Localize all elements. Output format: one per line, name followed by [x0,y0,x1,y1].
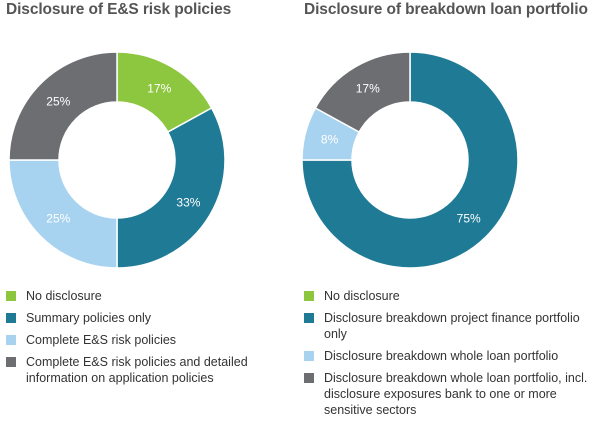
legend-swatch [304,291,314,301]
legend-label: Complete E&S risk policies and detailed … [26,355,248,385]
legend-item: Disclosure breakdown project finance por… [304,310,596,342]
data-label: 25% [46,94,70,108]
legend-swatch [6,357,16,367]
legend-item: Disclosure breakdown whole loan portfoli… [304,348,596,364]
legend-label: Disclosure breakdown whole loan portfoli… [324,371,588,417]
legend-swatch [304,313,314,323]
slice-disclosure-breakdown-whole-loan-portfolio-incl-disclosure-exposures-bank-to-one-or-more-sensitive-sectors [314,51,411,134]
data-label: 33% [176,195,200,209]
legend-item: Disclosure breakdown whole loan portfoli… [304,370,596,418]
donut-chart: 17% 33% 25% 25% [8,51,226,269]
legend-label: Summary policies only [26,311,152,325]
data-label: 25% [46,212,70,226]
chart-legend: No disclosure Disclosure breakdown projec… [304,288,596,424]
legend-item: No disclosure [6,288,294,304]
slice-disclosure-breakdown-project-finance-portfolio-only [301,51,519,269]
legend-swatch [6,313,16,323]
legend-label: No disclosure [26,289,102,303]
data-label: 17% [147,82,171,96]
chart-panel-es-risk-policies: Disclosure of E&S risk policies 17% 33% 25… [0,0,296,419]
data-label: 75% [457,212,481,226]
legend-label: Disclosure breakdown project finance por… [324,311,580,341]
chart-title: Disclosure of E&S risk policies [6,1,232,18]
legend-swatch [6,291,16,301]
legend-swatch [304,351,314,361]
chart-legend: No disclosure Summary policies only Comple… [6,288,294,392]
chart-panel-loan-portfolio: Disclosure of breakdown loan portfolio 7… [300,0,600,419]
legend-item: Complete E&S risk policies [6,332,294,348]
legend-item: Complete E&S risk policies and detailed … [6,354,294,386]
chart-title: Disclosure of breakdown loan portfolio [304,1,588,18]
donut-chart: 75% 8% 17% [301,51,519,269]
legend-item: Summary policies only [6,310,294,326]
slice-summary-policies-only [116,106,226,269]
legend-label: Disclosure breakdown whole loan portfoli… [324,349,559,363]
data-label: 17% [356,82,380,96]
data-label: 8% [321,132,339,146]
legend-label: No disclosure [324,289,400,303]
slice-complete-e-s-risk-policies-and-detailed-information-on-application-policies [8,51,118,161]
legend-swatch [304,373,314,383]
legend-swatch [6,335,16,345]
legend-item: No disclosure [304,288,596,304]
slice-complete-e-s-risk-policies [8,159,118,269]
legend-label: Complete E&S risk policies [26,333,177,347]
